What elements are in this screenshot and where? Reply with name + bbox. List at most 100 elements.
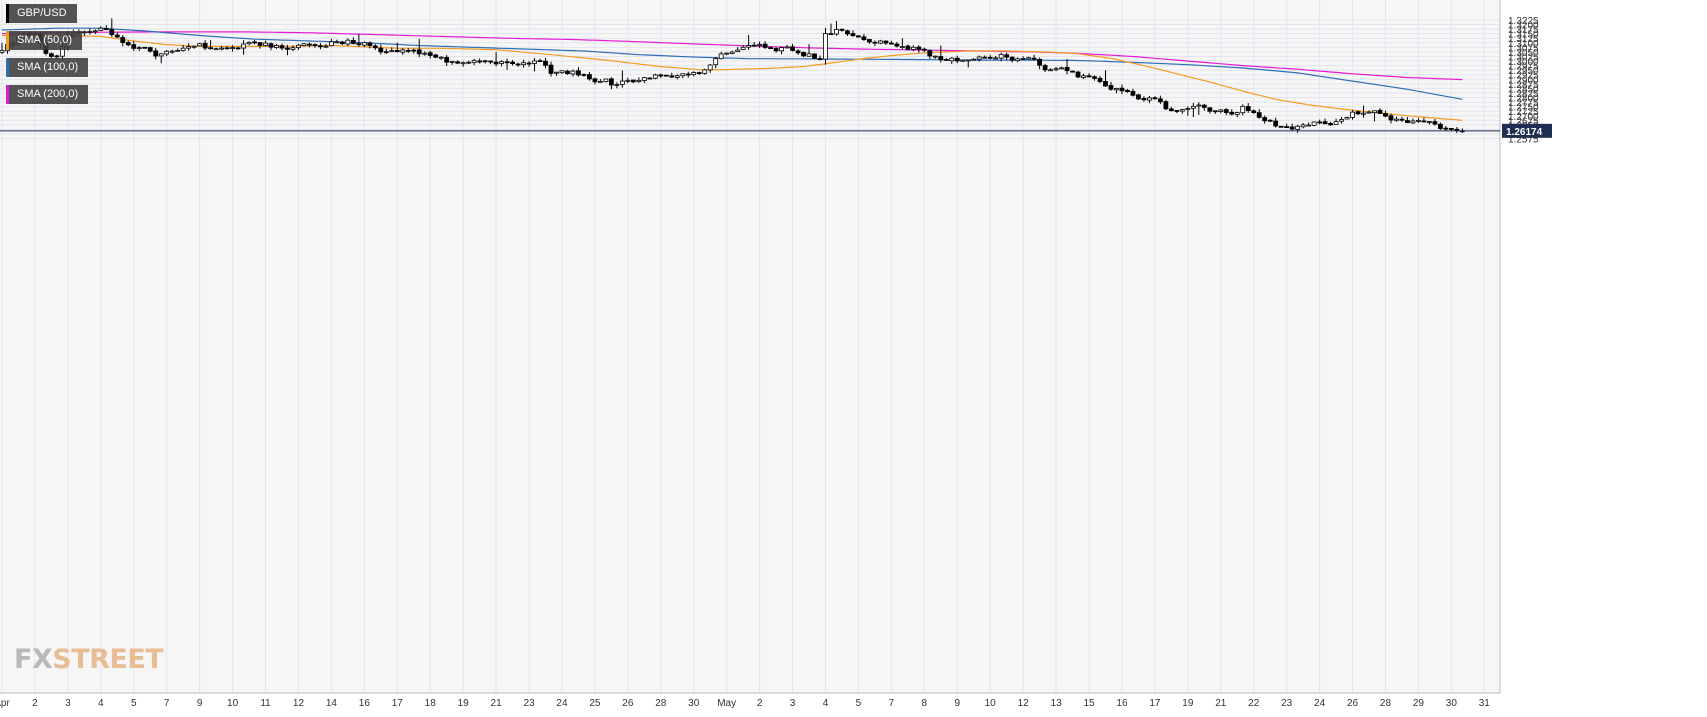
candle[interactable] bbox=[1262, 115, 1268, 124]
candle[interactable] bbox=[307, 42, 312, 48]
candle[interactable] bbox=[252, 40, 257, 45]
candle[interactable] bbox=[285, 44, 290, 56]
candle[interactable] bbox=[867, 38, 872, 44]
candle[interactable] bbox=[801, 51, 806, 58]
candle[interactable] bbox=[1031, 54, 1037, 61]
candle[interactable] bbox=[109, 18, 115, 37]
candle[interactable] bbox=[729, 50, 735, 55]
candle[interactable] bbox=[910, 45, 916, 52]
candle[interactable] bbox=[246, 41, 252, 46]
candle[interactable] bbox=[197, 42, 203, 47]
candle[interactable] bbox=[1377, 108, 1383, 115]
candle[interactable] bbox=[312, 43, 318, 48]
candle[interactable] bbox=[1245, 103, 1251, 113]
candle[interactable] bbox=[1344, 116, 1350, 120]
candle[interactable] bbox=[1053, 66, 1059, 72]
candle[interactable] bbox=[812, 53, 817, 60]
candle[interactable] bbox=[1070, 70, 1075, 73]
candle[interactable] bbox=[1064, 59, 1070, 75]
candle[interactable] bbox=[647, 77, 653, 80]
candle[interactable] bbox=[1004, 52, 1010, 61]
candle[interactable] bbox=[1251, 109, 1257, 114]
candle[interactable] bbox=[762, 41, 768, 49]
candle[interactable] bbox=[488, 60, 494, 65]
candle[interactable] bbox=[943, 57, 949, 61]
candle[interactable] bbox=[1394, 116, 1399, 122]
candle[interactable] bbox=[1372, 110, 1377, 122]
candle[interactable] bbox=[757, 41, 763, 48]
candle[interactable] bbox=[932, 55, 938, 59]
candle[interactable] bbox=[460, 61, 466, 67]
candle[interactable] bbox=[422, 51, 428, 56]
candle[interactable] bbox=[680, 73, 686, 79]
candle[interactable] bbox=[356, 34, 362, 47]
candle[interactable] bbox=[433, 53, 439, 59]
candle[interactable] bbox=[1152, 96, 1158, 100]
candle[interactable] bbox=[850, 30, 856, 37]
candle[interactable] bbox=[257, 42, 263, 49]
candle[interactable] bbox=[1042, 63, 1048, 73]
candle[interactable] bbox=[1108, 81, 1114, 91]
candle[interactable] bbox=[1081, 73, 1086, 80]
candle[interactable] bbox=[345, 38, 351, 47]
candle[interactable] bbox=[301, 43, 307, 47]
candle[interactable] bbox=[499, 60, 504, 67]
candle[interactable] bbox=[405, 48, 411, 53]
candle[interactable] bbox=[883, 40, 889, 45]
candle[interactable] bbox=[125, 40, 131, 47]
candle[interactable] bbox=[960, 59, 966, 62]
candles[interactable] bbox=[0, 18, 1465, 134]
candle[interactable] bbox=[208, 39, 214, 50]
candle[interactable] bbox=[1212, 110, 1218, 114]
candle[interactable] bbox=[899, 38, 905, 50]
candle[interactable] bbox=[158, 53, 164, 64]
candle[interactable] bbox=[92, 29, 98, 35]
candle[interactable] bbox=[1273, 117, 1279, 128]
candle[interactable] bbox=[861, 33, 867, 41]
candle[interactable] bbox=[669, 72, 675, 79]
candle[interactable] bbox=[702, 68, 708, 75]
candle[interactable] bbox=[202, 40, 208, 51]
candle[interactable] bbox=[1119, 84, 1125, 95]
candle[interactable] bbox=[1256, 109, 1262, 119]
candle[interactable] bbox=[746, 34, 752, 50]
candle[interactable] bbox=[834, 20, 839, 36]
candle[interactable] bbox=[350, 37, 356, 45]
candle[interactable] bbox=[416, 39, 422, 58]
candle[interactable] bbox=[696, 71, 702, 75]
candle[interactable] bbox=[1234, 111, 1240, 118]
candle[interactable] bbox=[372, 44, 378, 50]
candle[interactable] bbox=[1157, 95, 1163, 105]
candle[interactable] bbox=[1196, 102, 1202, 115]
candle[interactable] bbox=[1240, 104, 1246, 116]
candle[interactable] bbox=[318, 43, 323, 50]
candle[interactable] bbox=[400, 48, 406, 55]
candle[interactable] bbox=[1361, 105, 1366, 118]
candle[interactable] bbox=[98, 26, 104, 32]
candle[interactable] bbox=[707, 63, 713, 73]
candle[interactable] bbox=[1136, 93, 1141, 100]
candle[interactable] bbox=[389, 47, 395, 53]
candle[interactable] bbox=[905, 44, 911, 51]
candle[interactable] bbox=[751, 42, 757, 47]
candle[interactable] bbox=[455, 60, 461, 65]
candle[interactable] bbox=[537, 58, 543, 63]
candle[interactable] bbox=[565, 69, 570, 75]
candle[interactable] bbox=[361, 41, 367, 48]
candle[interactable] bbox=[1328, 121, 1333, 126]
candle[interactable] bbox=[1410, 118, 1416, 125]
candle[interactable] bbox=[279, 43, 285, 51]
candle[interactable] bbox=[691, 71, 697, 77]
candle[interactable] bbox=[290, 45, 296, 52]
candle[interactable] bbox=[263, 40, 268, 47]
candle[interactable] bbox=[114, 32, 120, 39]
candle[interactable] bbox=[175, 48, 181, 52]
candle[interactable] bbox=[949, 57, 955, 64]
candle[interactable] bbox=[1300, 122, 1306, 129]
candle[interactable] bbox=[663, 74, 669, 77]
candle[interactable] bbox=[1306, 122, 1312, 127]
candle[interactable] bbox=[576, 67, 581, 77]
candle[interactable] bbox=[510, 60, 515, 66]
candle[interactable] bbox=[466, 60, 472, 65]
